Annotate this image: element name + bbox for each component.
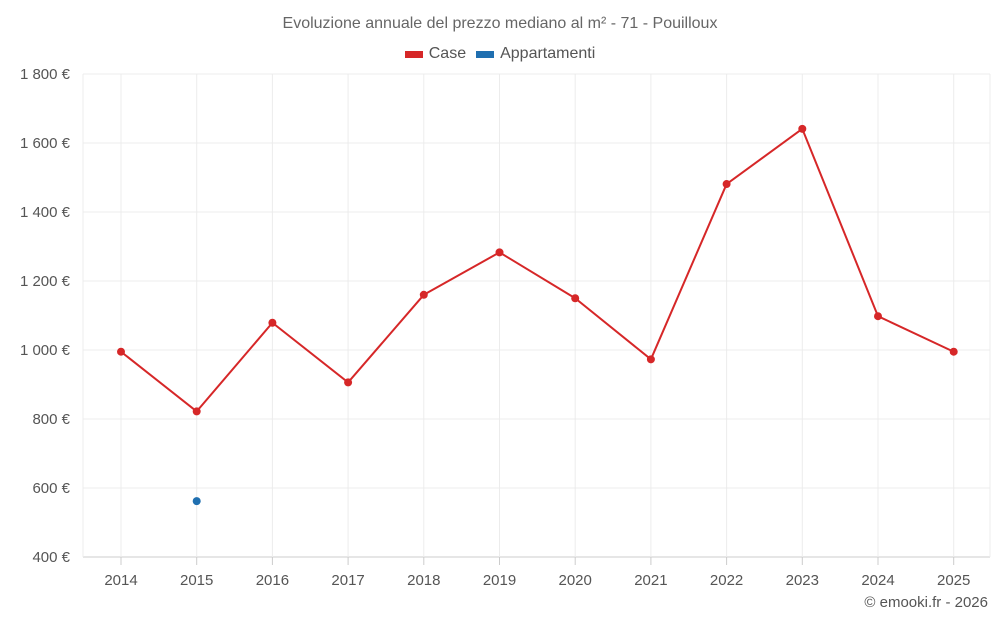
x-tick-label: 2017 (331, 572, 364, 589)
data-point-case[interactable] (419, 290, 428, 299)
x-tick-label: 2020 (559, 572, 592, 589)
x-tick-label: 2024 (861, 572, 894, 589)
y-tick-label: 1 400 € (20, 204, 71, 221)
x-tick-label: 2022 (710, 572, 743, 589)
credit-text: © emooki.fr - 2026 (864, 594, 988, 611)
data-point-case[interactable] (344, 378, 353, 387)
legend-label-appartamenti: Appartamenti (500, 45, 596, 62)
y-tick-label: 800 € (32, 411, 70, 428)
data-point-case[interactable] (192, 407, 201, 416)
x-tick-label: 2019 (483, 572, 516, 589)
x-tick-label: 2015 (180, 572, 213, 589)
y-tick-label: 1 600 € (20, 135, 71, 152)
legend-item-case[interactable]: Case (404, 45, 467, 63)
y-tick-label: 1 200 € (20, 273, 71, 290)
data-point-case[interactable] (117, 347, 125, 356)
legend-item-appartamenti[interactable]: Appartamenti (476, 45, 595, 63)
chart-title: Evoluzione annuale del prezzo mediano al… (282, 15, 718, 32)
data-point-case[interactable] (949, 347, 958, 356)
x-tick-label: 2014 (104, 572, 137, 589)
x-tick-label: 2016 (256, 572, 289, 589)
data-point-case[interactable] (268, 318, 277, 327)
chart-legend: Case Appartamenti (0, 45, 1000, 63)
data-point-case[interactable] (874, 312, 882, 321)
data-point-appartamenti[interactable] (192, 497, 201, 506)
x-tick-label: 2021 (634, 572, 667, 589)
data-point-case[interactable] (571, 294, 580, 303)
y-tick-label: 1 800 € (20, 66, 71, 83)
legend-swatch-appartamenti (476, 50, 495, 58)
series-line-case (120, 127, 955, 413)
y-tick-label: 600 € (32, 480, 70, 497)
x-tick-label: 2018 (407, 572, 440, 589)
y-tick-label: 1 000 € (20, 342, 71, 359)
legend-label-case: Case (428, 45, 467, 62)
data-point-case[interactable] (495, 248, 504, 257)
data-point-case[interactable] (798, 124, 807, 133)
x-tick-label: 2023 (786, 572, 819, 589)
data-point-case[interactable] (722, 180, 731, 189)
x-tick-label: 2025 (937, 572, 970, 589)
y-tick-label: 400 € (32, 549, 70, 566)
legend-swatch-case (404, 50, 423, 58)
data-point-case[interactable] (646, 355, 655, 364)
